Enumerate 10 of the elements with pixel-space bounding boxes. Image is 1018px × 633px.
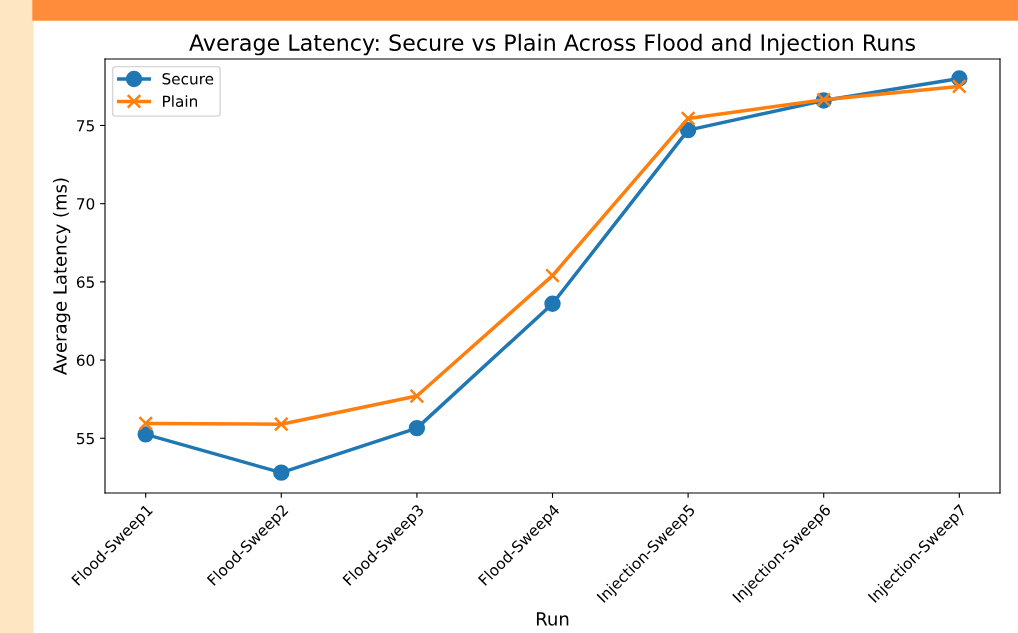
chart-title: Average Latency: Secure vs Plain Across Flood and Injection Runs bbox=[189, 33, 915, 56]
legend-label: Secure bbox=[162, 73, 214, 85]
y-tick-label: 70 bbox=[77, 198, 95, 210]
x-axis-title: Run bbox=[536, 612, 569, 626]
y-tick-label: 60 bbox=[76, 354, 95, 367]
y-tick-label: 75 bbox=[77, 120, 94, 132]
y-axis-title: Average Latency (ms) bbox=[52, 178, 71, 375]
y-tick-label: 55 bbox=[77, 432, 94, 445]
legend-label: Plain bbox=[163, 95, 197, 107]
y-tick-label: 65 bbox=[76, 276, 94, 288]
